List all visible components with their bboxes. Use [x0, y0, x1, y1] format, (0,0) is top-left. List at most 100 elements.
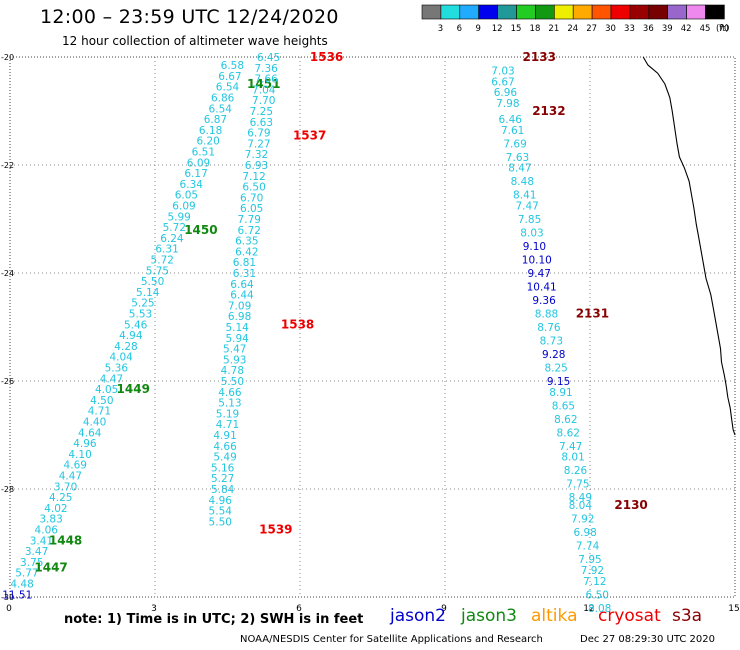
- data-point: 5.84: [211, 484, 235, 496]
- data-point: 5.16: [211, 462, 235, 474]
- data-point: 6.93: [245, 160, 268, 172]
- data-point: 6.58: [221, 60, 244, 72]
- data-point: 4.64: [78, 427, 102, 439]
- data-point: 8.01: [561, 452, 584, 464]
- colorbar-swatch: [705, 4, 725, 20]
- data-point: 5.93: [223, 354, 246, 366]
- time-label: 2133: [523, 50, 556, 64]
- colorbar-label: 30: [605, 24, 616, 34]
- data-point: 6.67: [491, 76, 514, 88]
- data-point: 9.10: [523, 241, 546, 253]
- data-point: 6.98: [573, 527, 596, 539]
- data-point: 8.65: [552, 400, 575, 412]
- colorbar-label: 42: [681, 24, 692, 34]
- data-point: 6.05: [240, 203, 263, 215]
- data-point: 8.41: [513, 190, 536, 202]
- data-point: 7.32: [245, 149, 268, 161]
- data-point: 10.10: [522, 255, 552, 267]
- credit-line: NOAA/NESDIS Center for Satellite Applica…: [240, 634, 543, 645]
- data-point: 7.66: [254, 74, 278, 86]
- data-point: 3.47: [25, 546, 48, 558]
- data-point: 6.05: [175, 190, 198, 202]
- data-point: 4.25: [49, 492, 72, 504]
- colorbar-label: 33: [624, 24, 635, 34]
- data-point: 6.64: [230, 279, 254, 291]
- data-point: 7.04: [252, 84, 276, 96]
- data-point: 6.86: [211, 93, 235, 105]
- data-point: 3.75: [20, 557, 43, 569]
- time-label: 1537: [293, 128, 326, 142]
- data-point: 8.73: [540, 336, 563, 348]
- data-point: 8.62: [554, 414, 577, 426]
- data-point: 4.50: [90, 395, 113, 407]
- legend-jason2: jason2: [390, 606, 446, 626]
- data-point: 7.25: [250, 106, 273, 118]
- data-point: 3.70: [54, 481, 77, 493]
- data-point: 7.85: [518, 214, 541, 226]
- time-label: 1447: [34, 560, 67, 574]
- data-point: 9.28: [542, 349, 565, 361]
- data-point: 6.96: [494, 87, 518, 99]
- footer-note: note: 1) Time is in UTC; 2) SWH is in fe…: [64, 612, 364, 627]
- data-point: 5.27: [211, 473, 234, 485]
- data-point: 5.14: [136, 287, 160, 299]
- series-jason3: 6.586.676.546.866.546.876.186.206.516.09…: [2, 60, 280, 601]
- data-point: 8.91: [549, 387, 572, 399]
- data-point: 9.15: [547, 376, 570, 388]
- data-point: 5.72: [163, 222, 186, 234]
- data-point: 7.03: [491, 66, 514, 78]
- data-point: 6.42: [235, 246, 258, 258]
- data-point: 6.09: [187, 157, 210, 169]
- y-tick-label: -20: [1, 53, 14, 62]
- data-point: 5.49: [213, 452, 236, 464]
- time-label: 1451: [247, 77, 280, 91]
- data-point: 8.26: [564, 465, 588, 477]
- data-point: 8.62: [557, 427, 580, 439]
- color-scale-bar: 3 6 9 12 15 18 21 24 27 30 33 36 39 42 45 70(ft): [421, 4, 730, 34]
- data-point: 6.87: [204, 114, 227, 126]
- page-subtitle: 12 hour collection of altimeter wave hei…: [62, 34, 328, 48]
- data-point: 4.96: [209, 495, 233, 507]
- data-point: 8.47: [508, 163, 531, 175]
- colorbar-label: 9: [476, 24, 481, 34]
- data-point: 6.20: [196, 136, 219, 148]
- x-tick-label: 15: [728, 604, 739, 614]
- y-tick-label: -26: [1, 377, 14, 386]
- colorbar-label: 12: [492, 24, 503, 34]
- colorbar-label: 18: [530, 24, 541, 34]
- time-label: 2131: [576, 307, 609, 321]
- data-point: 5.75: [146, 265, 169, 277]
- data-point: 4.66: [213, 441, 237, 453]
- data-point: 7.75: [566, 479, 589, 491]
- y-tick-label: -28: [1, 485, 14, 494]
- data-point: 7.92: [581, 565, 604, 577]
- data-point: 4.02: [44, 503, 67, 515]
- colorbar-label: 24: [567, 24, 578, 34]
- data-point: 8.25: [544, 363, 567, 375]
- data-point: 4.10: [68, 449, 91, 461]
- y-tick-label: -22: [1, 161, 14, 170]
- data-point: 5.36: [105, 363, 129, 375]
- data-point: 5.47: [223, 344, 246, 356]
- data-point: 5.14: [225, 322, 249, 334]
- data-point: 5.99: [167, 211, 190, 223]
- data-point: 4.06: [35, 525, 59, 537]
- legend-altika: altika: [531, 606, 578, 626]
- data-point: 7.95: [578, 554, 601, 566]
- colorbar-label: 36: [643, 24, 654, 34]
- data-point: 6.24: [160, 233, 184, 245]
- data-point: 7.09: [228, 300, 251, 312]
- data-point: 8.48: [511, 176, 534, 188]
- data-point: 7.61: [501, 125, 524, 137]
- data-point: 7.69: [503, 138, 526, 150]
- data-point: 7.70: [252, 95, 275, 107]
- data-point: 3.41: [30, 535, 53, 547]
- y-tick-label: -30: [1, 593, 14, 602]
- data-point: 4.05: [95, 384, 118, 396]
- data-point: 7.47: [559, 441, 582, 453]
- colorbar-label: 70: [719, 24, 730, 34]
- time-label: 1539: [259, 523, 292, 537]
- data-point: 4.91: [213, 430, 236, 442]
- data-point: 8.88: [535, 309, 558, 321]
- data-point: 5.46: [124, 319, 148, 331]
